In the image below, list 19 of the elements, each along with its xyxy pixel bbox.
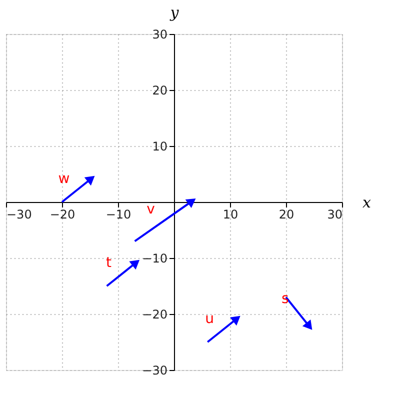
y-tick-label: −30 [142,364,168,378]
series-label: s [282,291,289,308]
x-tick-label: 30 [327,208,342,222]
series-label: u [205,310,214,327]
x-tick-label: −20 [50,208,76,222]
y-tick-label: −20 [142,308,168,322]
x-axis-title: x [362,194,372,212]
y-tick-label: −10 [142,252,168,266]
x-tick-label: 10 [222,208,238,222]
y-axis-title: y [169,4,180,22]
y-tick-label: 30 [152,28,168,42]
series-label: v [146,202,155,218]
x-tick-label: −30 [6,208,32,222]
x-tick-label: 20 [278,208,294,222]
y-tick-label: 20 [152,84,168,98]
series-label: w [58,170,70,187]
y-tick-label: 10 [152,140,168,154]
x-tick-label: −10 [106,208,132,222]
series-label: t [106,254,112,271]
